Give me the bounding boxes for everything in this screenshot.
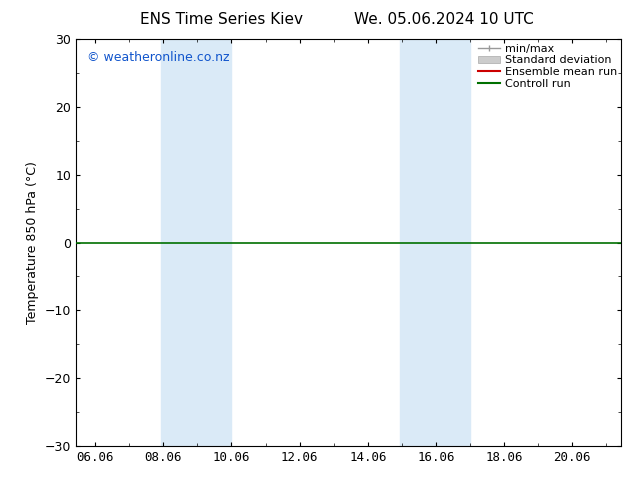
Text: We. 05.06.2024 10 UTC: We. 05.06.2024 10 UTC: [354, 12, 534, 27]
Text: © weatheronline.co.nz: © weatheronline.co.nz: [87, 51, 230, 64]
Text: ENS Time Series Kiev: ENS Time Series Kiev: [140, 12, 304, 27]
Bar: [161, 39, 231, 446]
Bar: [400, 39, 470, 446]
Y-axis label: Temperature 850 hPa (°C): Temperature 850 hPa (°C): [26, 161, 39, 324]
Legend: min/max, Standard deviation, Ensemble mean run, Controll run: min/max, Standard deviation, Ensemble me…: [476, 42, 619, 91]
